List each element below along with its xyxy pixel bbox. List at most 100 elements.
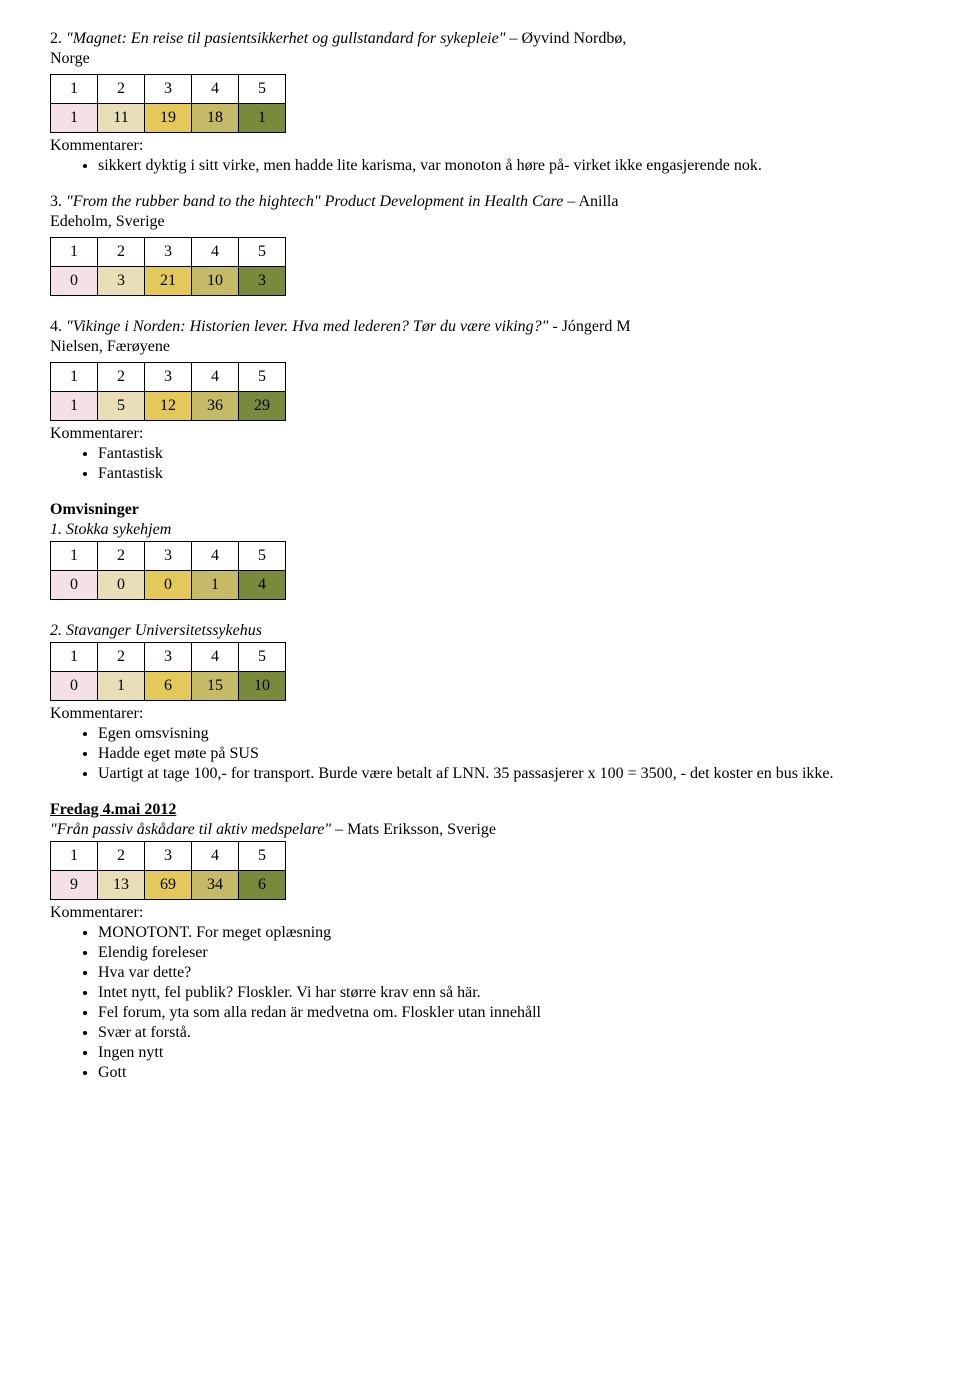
header-cell: 3	[145, 238, 192, 267]
header-cell: 4	[192, 238, 239, 267]
header-cell: 3	[145, 363, 192, 392]
value-cell: 9	[51, 871, 98, 900]
header-cell: 2	[98, 842, 145, 871]
value-cell: 1	[51, 392, 98, 421]
comment-item: Intet nytt, fel publik? Floskler. Vi har…	[98, 984, 910, 1002]
comments-label: Kommentarer:	[50, 705, 910, 723]
comment-item: MONOTONT. For meget oplæsning	[98, 924, 910, 942]
header-cell: 4	[192, 363, 239, 392]
header-cell: 5	[239, 842, 286, 871]
section-heading-underline: Fredag 4.mai 2012	[50, 801, 910, 819]
header-cell: 1	[51, 542, 98, 571]
header-cell: 3	[145, 643, 192, 672]
header-cell: 4	[192, 75, 239, 104]
comment-item: Gott	[98, 1064, 910, 1082]
value-cell: 5	[98, 392, 145, 421]
title-italic: 2. Stavanger Universitetssykehus	[50, 622, 262, 639]
value-cell: 69	[145, 871, 192, 900]
header-cell: 1	[51, 842, 98, 871]
comment-item: Ingen nytt	[98, 1044, 910, 1062]
title-suffix: – Anilla	[563, 193, 618, 210]
header-cell: 5	[239, 542, 286, 571]
spacer	[50, 604, 910, 622]
comments-label: Kommentarer:	[50, 904, 910, 922]
comment-item: Fantastisk	[98, 445, 910, 463]
section-subline: Norge	[50, 50, 910, 68]
value-cell: 34	[192, 871, 239, 900]
comment-item: Svær at forstå.	[98, 1024, 910, 1042]
comments-list: sikkert dyktig i sitt virke, men hadde l…	[50, 157, 910, 175]
title-italic: "Vikinge i Norden: Historien lever. Hva …	[66, 318, 548, 335]
value-cell: 0	[51, 571, 98, 600]
title-suffix: - Jóngerd M	[548, 318, 630, 335]
value-cell: 36	[192, 392, 239, 421]
section-subline: Edeholm, Sverige	[50, 213, 910, 231]
header-cell: 2	[98, 542, 145, 571]
value-cell: 10	[239, 672, 286, 701]
value-cell: 15	[192, 672, 239, 701]
section-subline: Nielsen, Færøyene	[50, 338, 910, 356]
title-italic: "Magnet: En reise til pasientsikkerhet o…	[66, 30, 505, 47]
value-cell: 12	[145, 392, 192, 421]
value-cell: 18	[192, 104, 239, 133]
section-title: 2. Stavanger Universitetssykehus	[50, 622, 910, 640]
header-cell: 2	[98, 363, 145, 392]
section-title: 2. "Magnet: En reise til pasientsikkerhe…	[50, 30, 910, 48]
value-cell: 1	[51, 104, 98, 133]
comment-item: Fantastisk	[98, 465, 910, 483]
value-cell: 13	[98, 871, 145, 900]
header-cell: 2	[98, 75, 145, 104]
value-cell: 0	[51, 672, 98, 701]
title-prefix: 3.	[50, 193, 66, 210]
rating-table: 1234500014	[50, 541, 286, 600]
value-cell: 29	[239, 392, 286, 421]
comments-label: Kommentarer:	[50, 425, 910, 443]
header-cell: 5	[239, 75, 286, 104]
comments-label: Kommentarer:	[50, 137, 910, 155]
section-heading: Omvisninger	[50, 501, 910, 519]
comments-list: Egen omsvisningHadde eget møte på SUSUar…	[50, 725, 910, 783]
title-suffix: – Mats Eriksson, Sverige	[331, 821, 496, 838]
comment-item: Hva var dette?	[98, 964, 910, 982]
rating-table: 1234511119181	[50, 74, 286, 133]
header-cell: 1	[51, 643, 98, 672]
header-cell: 4	[192, 643, 239, 672]
spacer	[50, 300, 910, 318]
rating-table: 1234591369346	[50, 841, 286, 900]
header-cell: 4	[192, 842, 239, 871]
header-cell: 3	[145, 842, 192, 871]
header-cell: 2	[98, 238, 145, 267]
value-cell: 19	[145, 104, 192, 133]
title-prefix: 4.	[50, 318, 66, 335]
value-cell: 1	[98, 672, 145, 701]
value-cell: 3	[239, 267, 286, 296]
value-cell: 0	[51, 267, 98, 296]
value-cell: 0	[98, 571, 145, 600]
section-title: "Från passiv åskådare til aktiv medspela…	[50, 821, 910, 839]
header-cell: 4	[192, 542, 239, 571]
title-prefix: 2.	[50, 30, 66, 47]
header-cell: 1	[51, 75, 98, 104]
section-title: 4. "Vikinge i Norden: Historien lever. H…	[50, 318, 910, 336]
rating-table: 1234515123629	[50, 362, 286, 421]
value-cell: 6	[145, 672, 192, 701]
rating-table: 123450161510	[50, 642, 286, 701]
title-italic: "From the rubber band to the hightech" P…	[66, 193, 563, 210]
header-cell: 5	[239, 238, 286, 267]
comment-item: Egen omsvisning	[98, 725, 910, 743]
value-cell: 21	[145, 267, 192, 296]
comments-list: Fantastisk Fantastisk	[50, 445, 910, 483]
comment-item: sikkert dyktig i sitt virke, men hadde l…	[98, 157, 910, 175]
title-italic: "Från passiv åskådare til aktiv medspela…	[50, 821, 331, 838]
comments-list: MONOTONT. For meget oplæsningElendig for…	[50, 924, 910, 1082]
header-cell: 3	[145, 542, 192, 571]
title-suffix: – Øyvind Nordbø,	[505, 30, 626, 47]
comment-item: Uartigt at tage 100,- for transport. Bur…	[98, 765, 910, 783]
header-cell: 2	[98, 643, 145, 672]
value-cell: 0	[145, 571, 192, 600]
section-title: 1. Stokka sykehjem	[50, 521, 910, 539]
value-cell: 10	[192, 267, 239, 296]
value-cell: 6	[239, 871, 286, 900]
document-root: 2. "Magnet: En reise til pasientsikkerhe…	[50, 30, 910, 1082]
header-cell: 3	[145, 75, 192, 104]
